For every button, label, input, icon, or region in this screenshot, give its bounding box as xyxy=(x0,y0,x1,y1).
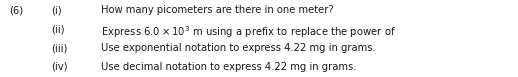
Text: (ii): (ii) xyxy=(51,24,64,34)
Text: (iii): (iii) xyxy=(51,43,67,53)
Text: Use decimal notation to express 4.22 mg in grams.: Use decimal notation to express 4.22 mg … xyxy=(101,62,356,72)
Text: How many picometers are there in one meter?: How many picometers are there in one met… xyxy=(101,5,334,15)
Text: (6): (6) xyxy=(9,5,23,15)
Text: (iv): (iv) xyxy=(51,62,67,72)
Text: Use exponential notation to express 4.22 mg in grams.: Use exponential notation to express 4.22… xyxy=(101,43,376,53)
Text: Express $6.0 \times 10^{3}$ m using a prefix to replace the power of: Express $6.0 \times 10^{3}$ m using a pr… xyxy=(101,24,396,40)
Text: (i): (i) xyxy=(51,5,62,15)
